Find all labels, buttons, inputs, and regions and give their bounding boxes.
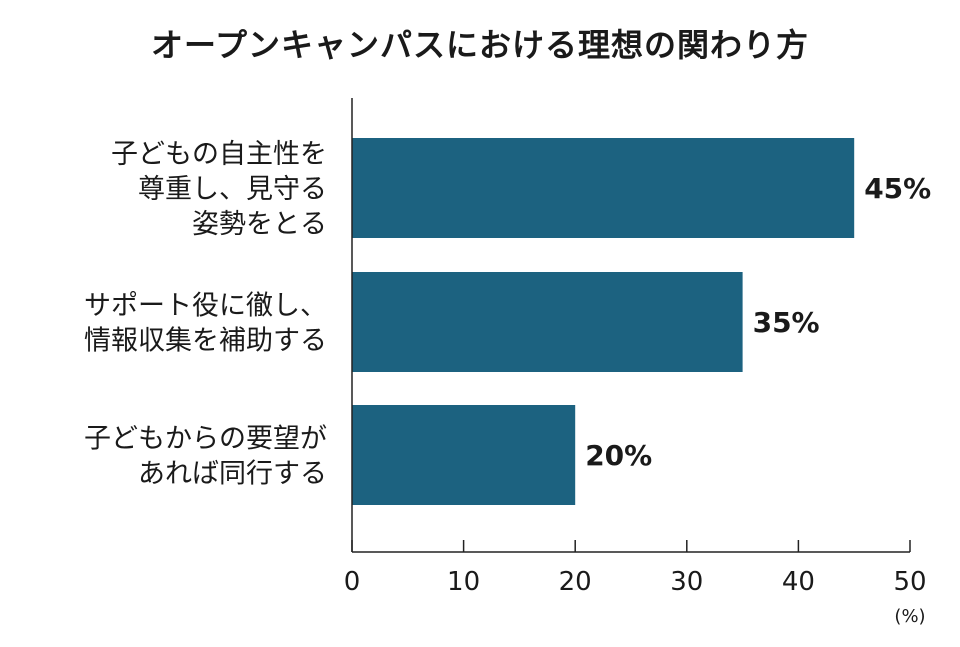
category-label-2-1: あれば同行する [138, 459, 327, 490]
category-label-2-0: 子どもからの要望が [84, 424, 327, 455]
bar-2 [352, 405, 576, 505]
category-label-0-2: 姿勢をとる [192, 209, 327, 240]
category-label-0-1: 尊重し、見守る [138, 174, 327, 205]
category-label-1-1: 情報収集を補助する [84, 326, 327, 357]
x-tick-label-3: 30 [670, 567, 703, 597]
category-label-1-0: サポート役に徹し、 [84, 291, 327, 322]
value-label-1: 35% [753, 306, 820, 339]
bars-layer [352, 138, 855, 505]
value-label-2: 20% [585, 439, 652, 472]
chart-title: オープンキャンパスにおける理想の関わり方 [150, 26, 810, 64]
x-tick-label-5: 50 [893, 567, 926, 597]
x-tick-label-1: 10 [447, 567, 480, 597]
x-unit-label: (%) [894, 606, 925, 627]
bar-0 [352, 138, 855, 238]
value-label-0: 45% [864, 172, 931, 205]
axis-layer [351, 98, 911, 553]
x-tick-label-2: 20 [559, 567, 592, 597]
category-label-0-0: 子どもの自主性を [111, 139, 327, 170]
x-tick-label-0: 0 [344, 567, 361, 597]
bar-1 [352, 272, 743, 372]
x-tick-label-4: 40 [782, 567, 815, 597]
